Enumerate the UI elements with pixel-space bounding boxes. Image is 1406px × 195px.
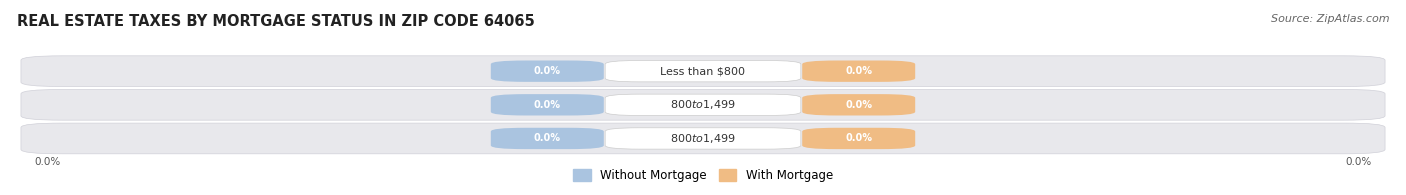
Text: 0.0%: 0.0% [534, 100, 561, 110]
FancyBboxPatch shape [803, 94, 915, 115]
FancyBboxPatch shape [491, 94, 603, 115]
FancyBboxPatch shape [491, 60, 603, 82]
Text: Source: ZipAtlas.com: Source: ZipAtlas.com [1271, 14, 1389, 24]
Text: 0.0%: 0.0% [1346, 157, 1371, 167]
Text: 0.0%: 0.0% [35, 157, 60, 167]
Text: Less than $800: Less than $800 [661, 66, 745, 76]
FancyBboxPatch shape [491, 128, 603, 149]
FancyBboxPatch shape [803, 128, 915, 149]
Legend: Without Mortgage, With Mortgage: Without Mortgage, With Mortgage [568, 164, 838, 187]
Text: $800 to $1,499: $800 to $1,499 [671, 132, 735, 145]
FancyBboxPatch shape [605, 128, 801, 149]
Text: $800 to $1,499: $800 to $1,499 [671, 98, 735, 111]
FancyBboxPatch shape [803, 60, 915, 82]
Text: REAL ESTATE TAXES BY MORTGAGE STATUS IN ZIP CODE 64065: REAL ESTATE TAXES BY MORTGAGE STATUS IN … [17, 14, 534, 29]
Text: 0.0%: 0.0% [845, 66, 872, 76]
FancyBboxPatch shape [605, 60, 801, 82]
FancyBboxPatch shape [21, 90, 1385, 120]
Text: 0.0%: 0.0% [534, 66, 561, 76]
FancyBboxPatch shape [605, 94, 801, 115]
Text: 0.0%: 0.0% [534, 133, 561, 144]
FancyBboxPatch shape [21, 56, 1385, 87]
FancyBboxPatch shape [21, 123, 1385, 154]
Text: 0.0%: 0.0% [845, 100, 872, 110]
Text: 0.0%: 0.0% [845, 133, 872, 144]
